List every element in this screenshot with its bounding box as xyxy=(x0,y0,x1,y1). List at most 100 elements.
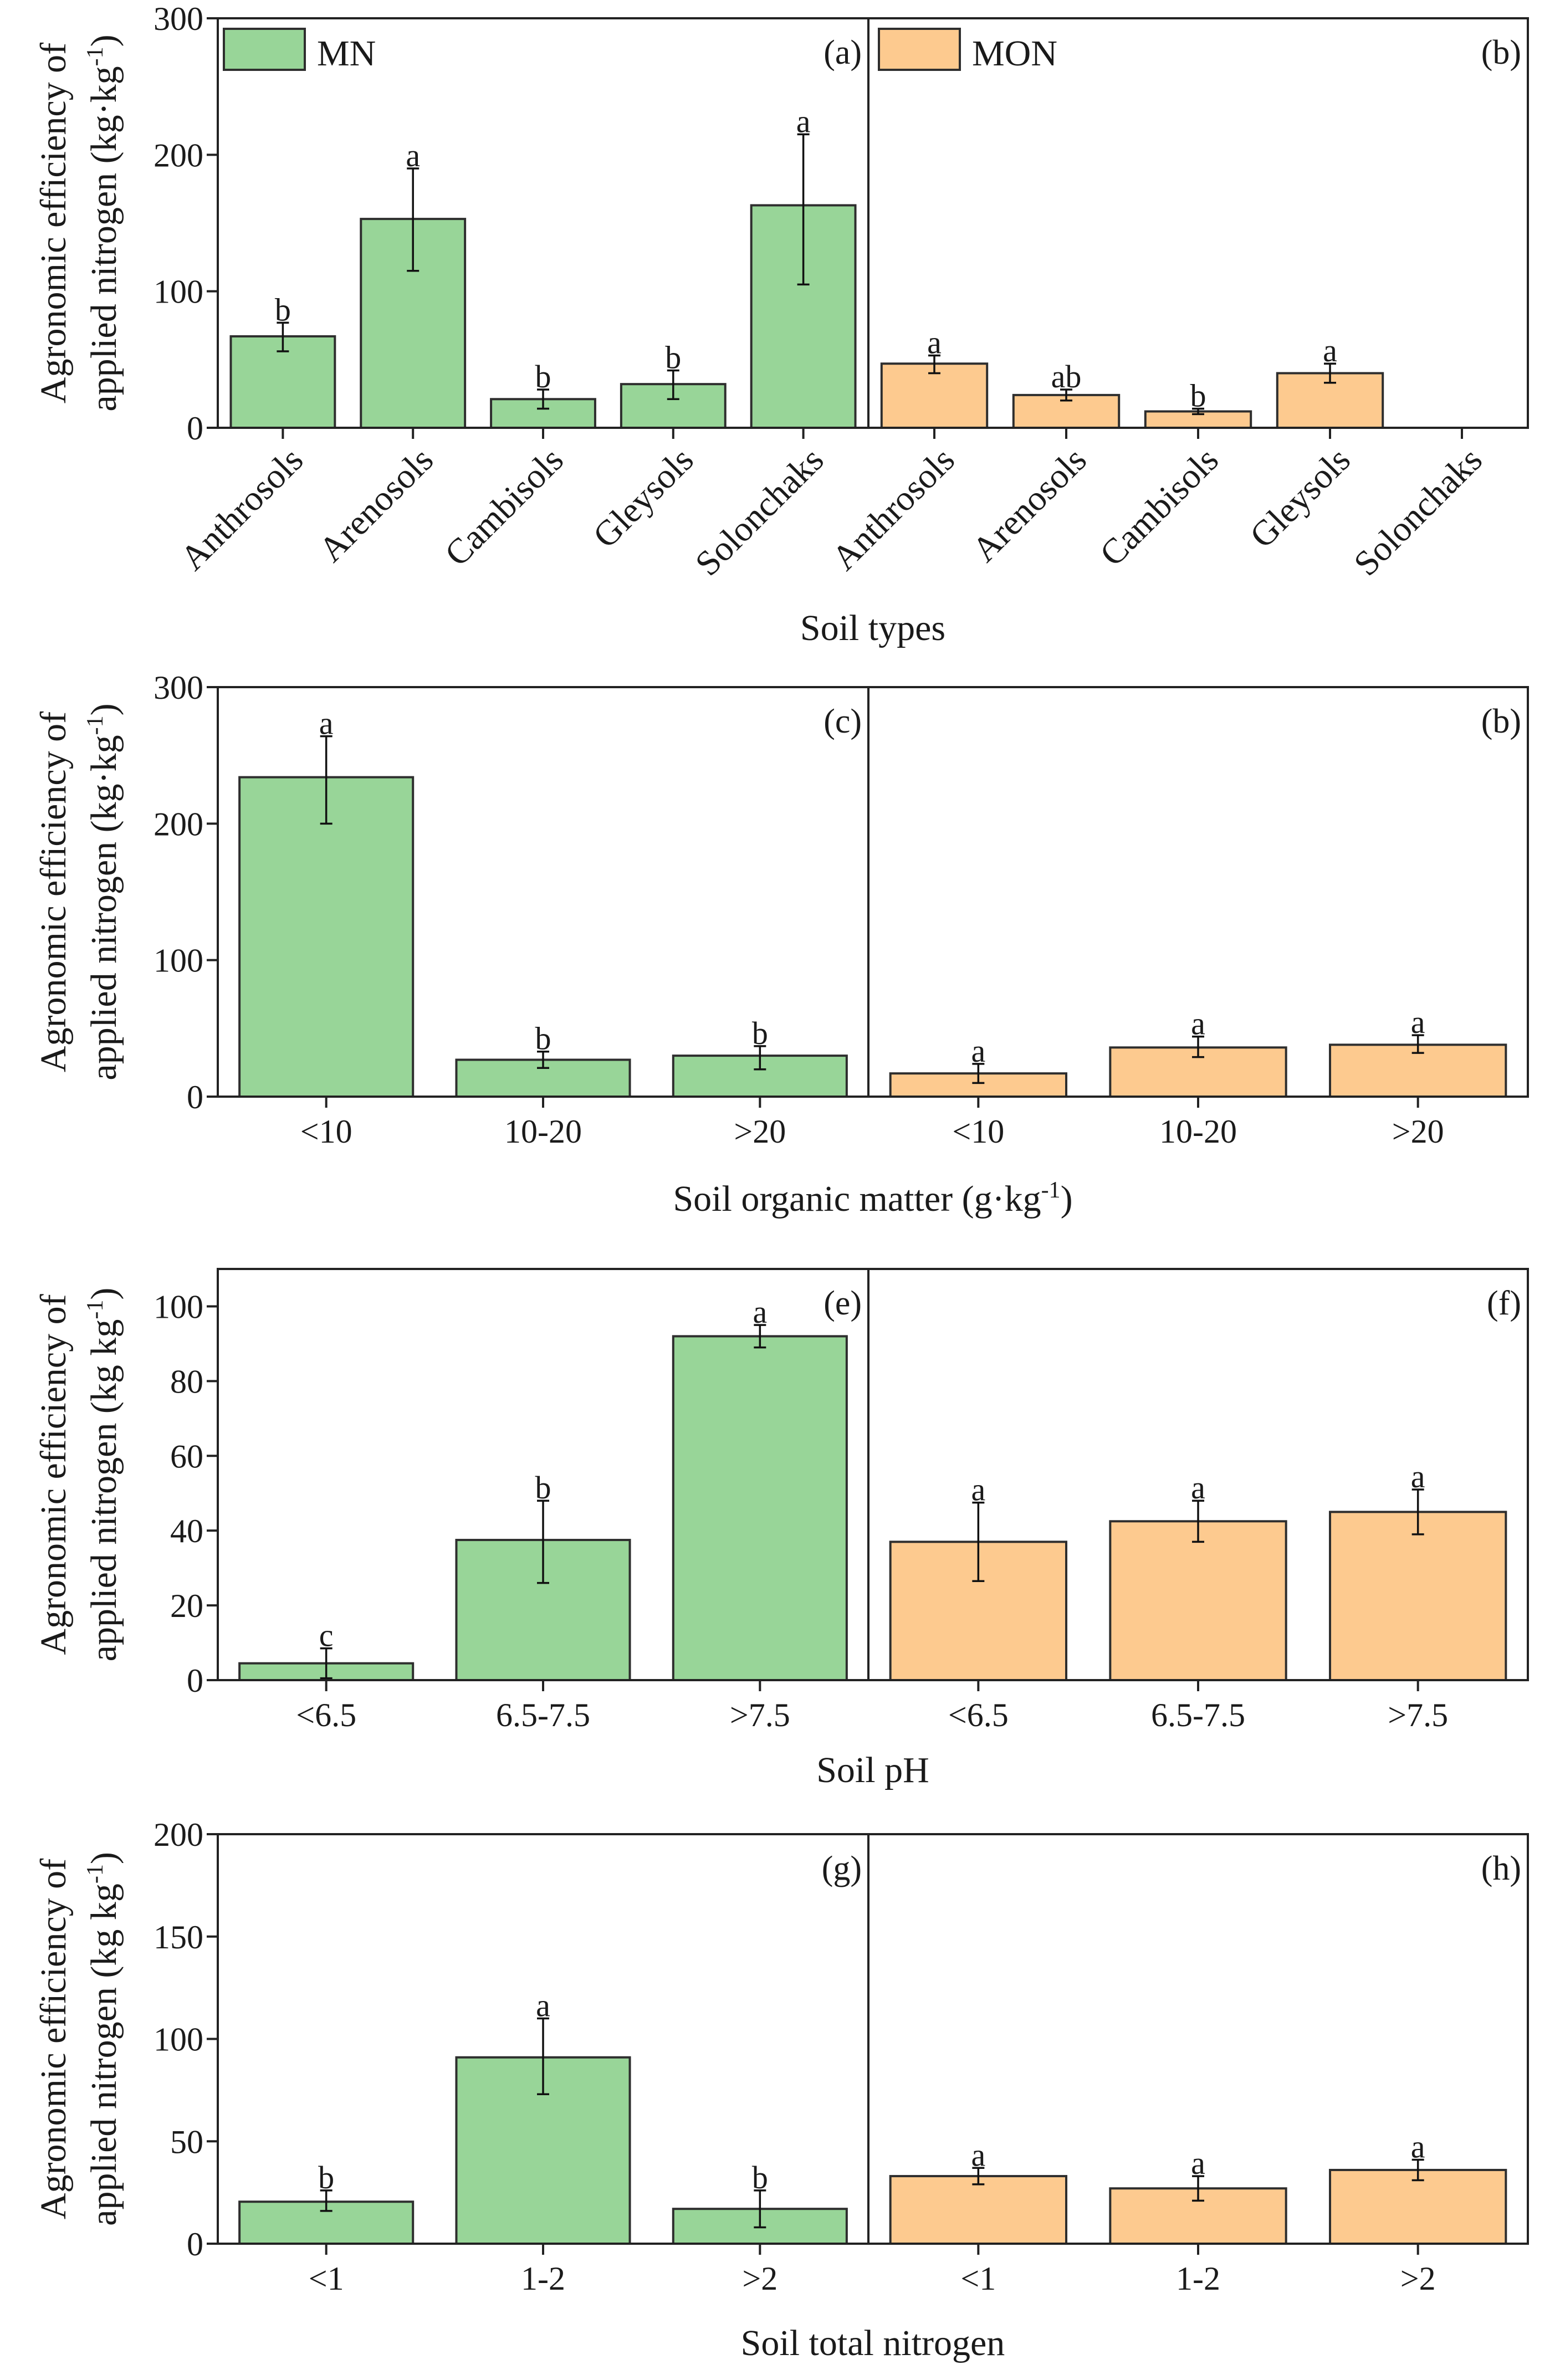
error-bar xyxy=(407,167,420,272)
x-tick-label: <10 xyxy=(952,1113,1004,1150)
significance-letter: b xyxy=(535,1470,551,1506)
legend-swatch xyxy=(223,28,306,71)
x-axis-title-superscript: -1 xyxy=(1041,1178,1061,1203)
y-tick-label: 100 xyxy=(154,1288,203,1325)
y-tick-label: 0 xyxy=(187,410,203,447)
error-bar xyxy=(972,1063,985,1084)
error-bar xyxy=(797,133,810,286)
plot-frame xyxy=(217,1268,1529,1681)
significance-letter: ab xyxy=(1051,359,1082,395)
x-axis-title: Soil total nitrogen xyxy=(741,2323,1005,2363)
y-axis-title-close: ) xyxy=(84,1852,124,1864)
error-bar xyxy=(277,321,289,352)
panel: <10 a 10-20 b >20 b (c) xyxy=(238,703,862,1150)
error-bar xyxy=(1060,388,1072,402)
y-tick-label: 100 xyxy=(154,2021,203,2058)
legend-label: MON xyxy=(972,33,1057,74)
y-tick-label: 20 xyxy=(170,1588,203,1624)
y-axis-title-text: applied nitrogen (kg·kg xyxy=(84,735,124,1080)
y-axis-title-line2: applied nitrogen (kg·kg-1) xyxy=(83,703,124,1080)
panel-label: (b) xyxy=(1481,34,1521,71)
y-axis-title-superscript: -1 xyxy=(83,715,108,735)
significance-letter: a xyxy=(1191,2145,1205,2181)
y-axis-title-text: applied nitrogen (kg·kg xyxy=(84,66,124,411)
error-bar xyxy=(1411,1034,1424,1054)
x-axis-title-close: ) xyxy=(1061,1179,1073,1219)
y-tick-label: 100 xyxy=(154,943,203,979)
y-axis-title-line2: applied nitrogen (kg·kg-1) xyxy=(83,34,124,411)
x-tick-label: <6.5 xyxy=(948,1697,1009,1733)
panel: <6.5 c 6.5-7.5 b >7.5 a (e) xyxy=(238,1284,862,1733)
error-bar xyxy=(754,2189,766,2229)
y-tick-label: 300 xyxy=(154,1,203,37)
significance-letter: a xyxy=(927,324,942,360)
y-tick-label: 60 xyxy=(170,1438,203,1475)
error-bar xyxy=(320,2189,333,2212)
y-tick-label: 40 xyxy=(170,1513,203,1549)
panel-label: (c) xyxy=(824,703,862,740)
x-axis-title-text: Soil types xyxy=(800,608,945,648)
significance-letter: a xyxy=(1191,1470,1205,1506)
error-bar xyxy=(972,2167,985,2185)
y-axis-title-line1: Agronomic efficiency of xyxy=(33,712,74,1072)
significance-letter: a xyxy=(753,1294,767,1330)
y-tick-label: 150 xyxy=(154,1919,203,1956)
x-tick-label: 10-20 xyxy=(1159,1113,1237,1150)
bar xyxy=(238,776,415,1098)
error-bar xyxy=(1192,1499,1204,1543)
chart-row-2: <10 a 10-20 b >20 b (c) <10 a 10-20 a >20 a (b) 0 100 20… xyxy=(33,669,1529,1219)
x-tick-label: >20 xyxy=(1392,1113,1444,1150)
y-axis-title-superscript: -1 xyxy=(83,1300,108,1319)
significance-letter: b xyxy=(665,340,681,376)
panel: <10 a 10-20 a >20 a (b) xyxy=(889,703,1521,1150)
significance-letter: a xyxy=(971,1033,985,1069)
panel-label: (b) xyxy=(1481,703,1521,740)
legend-label: MN xyxy=(317,33,376,74)
x-tick-label: <6.5 xyxy=(296,1697,356,1733)
panel: <1 b 1-2 a >2 b (g) xyxy=(238,1850,862,2297)
panel-label: (h) xyxy=(1481,1850,1521,1887)
bar xyxy=(1329,1511,1507,1682)
error-bar xyxy=(320,1647,333,1680)
x-tick-label: <1 xyxy=(960,2260,996,2297)
x-axis-title: Soil organic matter (g·kg-1) xyxy=(673,1178,1072,1219)
chart-row-3: <6.5 c 6.5-7.5 b >7.5 a (e) <6.5 a 6.5-7.5 a >7.5 a (… xyxy=(33,1268,1529,1790)
panel-label: (f) xyxy=(1487,1284,1521,1322)
error-bar xyxy=(754,1045,766,1071)
significance-letter: a xyxy=(1411,2129,1425,2165)
significance-letter: a xyxy=(536,1988,550,2024)
error-bar xyxy=(1192,1035,1204,1058)
y-tick-label: 0 xyxy=(187,1079,203,1115)
y-tick-label: 0 xyxy=(187,1662,203,1699)
significance-letter: b xyxy=(535,1021,551,1057)
significance-letter: a xyxy=(1191,1006,1205,1042)
error-bar xyxy=(1411,2158,1424,2182)
y-axis-title-close: ) xyxy=(84,1288,124,1300)
panel-label: (e) xyxy=(824,1284,862,1322)
error-bar xyxy=(537,388,549,410)
x-tick-label: >2 xyxy=(742,2260,778,2297)
x-axis-title-text: Soil organic matter (g·kg xyxy=(673,1179,1041,1219)
significance-letter: a xyxy=(319,705,334,741)
y-axis-title-line1: Agronomic efficiency of xyxy=(33,1294,74,1655)
x-tick-label: 6.5-7.5 xyxy=(496,1697,590,1733)
y-tick-label: 200 xyxy=(154,137,203,173)
y-tick-label: 0 xyxy=(187,2226,203,2263)
x-axis-title: Soil pH xyxy=(816,1750,929,1790)
x-tick-label: >20 xyxy=(734,1113,786,1150)
y-axis-title-line1: Agronomic efficiency of xyxy=(33,1859,74,2219)
significance-letter: a xyxy=(1411,1004,1425,1040)
y-axis-title-line1: Agronomic efficiency of xyxy=(33,43,74,403)
x-tick-label: 6.5-7.5 xyxy=(1151,1697,1245,1733)
significance-letter: a xyxy=(1411,1458,1425,1494)
error-bar xyxy=(1192,407,1204,416)
panel: <1 a 1-2 a >2 a (h) xyxy=(889,1850,1521,2297)
panel-label: (a) xyxy=(824,34,862,71)
y-tick-label: 50 xyxy=(170,2123,203,2160)
y-axis-title-superscript: -1 xyxy=(83,1864,108,1883)
y-tick-label: 100 xyxy=(154,274,203,310)
error-bar xyxy=(667,369,679,401)
bar xyxy=(1109,1520,1287,1681)
x-axis-title-text: Soil total nitrogen xyxy=(741,2323,1005,2363)
